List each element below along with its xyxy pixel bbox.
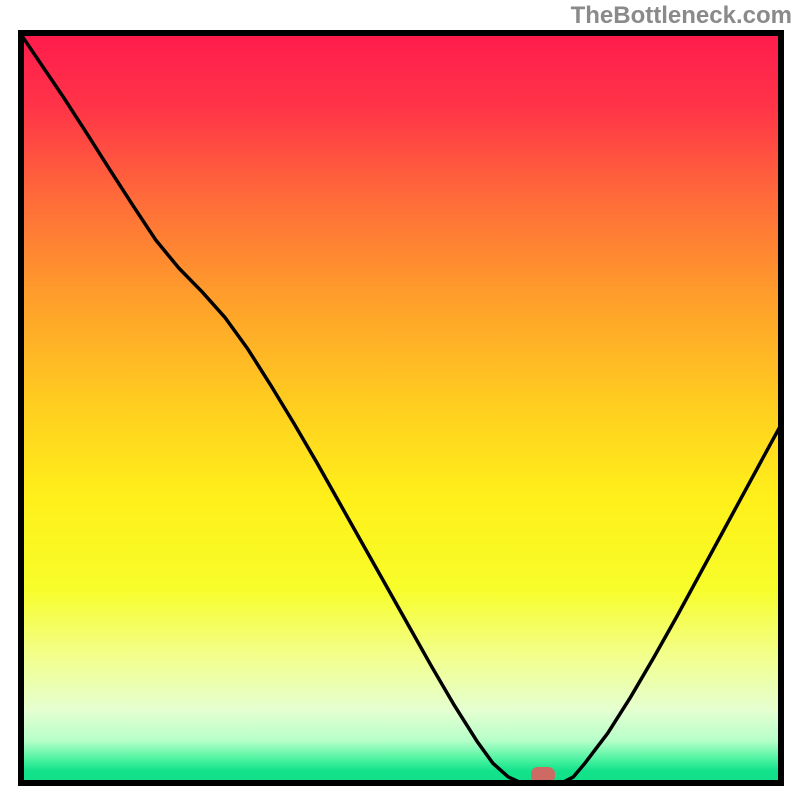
plot-background-gradient [18, 30, 784, 786]
plot-area [18, 30, 784, 786]
optimal-point-marker [531, 767, 555, 783]
chart-frame: TheBottleneck.com [0, 0, 800, 800]
watermark-label: TheBottleneck.com [571, 2, 792, 30]
